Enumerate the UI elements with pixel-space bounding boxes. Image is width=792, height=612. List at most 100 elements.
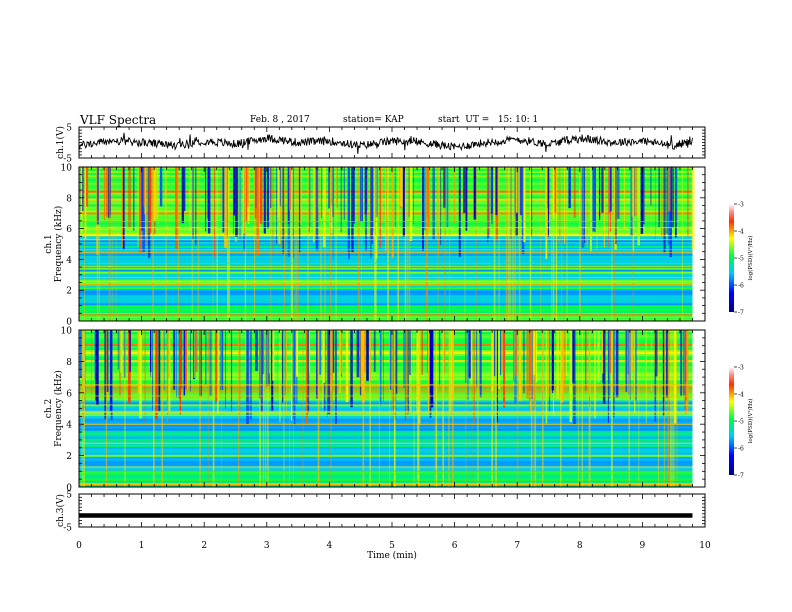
colorbar-tick-label: -3	[738, 365, 744, 372]
ch2-spectrogram-streak	[305, 330, 308, 424]
ch1-spectrogram-streak	[324, 167, 326, 321]
ch2-spectrogram-line	[79, 384, 693, 386]
ch1-spectrogram-streak	[670, 167, 672, 220]
ch2-spectrogram-streak	[249, 330, 252, 420]
ch2-spectrogram-streak	[262, 330, 265, 375]
ch1-spectrogram-streak	[332, 167, 334, 217]
ch1-spectrogram-band	[79, 319, 693, 322]
ch1-spectrogram-streak	[142, 167, 145, 252]
ch1-spectrogram-streak	[385, 167, 387, 253]
ch1-spectrogram-streak	[279, 167, 281, 207]
ch1-spectrogram-streak	[596, 167, 598, 249]
ch1-spectrogram-streak	[375, 167, 377, 321]
ch2-spectrogram-band	[79, 448, 693, 452]
ch2-spectrogram-band	[79, 364, 693, 367]
ch2-spectrogram-streak	[650, 330, 652, 392]
ch1-spectrogram-band	[79, 259, 693, 263]
ch1-spectrogram-streak	[84, 167, 87, 239]
ch2-spectrogram-streak	[560, 330, 564, 403]
y-tick-label: 2	[66, 452, 72, 462]
ch2-spectrogram-streak	[516, 330, 519, 487]
ch1-spectrogram-streak	[423, 167, 426, 231]
ch2-spectrogram-streak	[608, 330, 611, 399]
ch1-spectrogram-streak	[387, 167, 389, 321]
ch2-spectrogram-streak	[150, 330, 151, 377]
y-tick-label: 10	[61, 164, 73, 174]
x-tick-label: 8	[577, 541, 583, 551]
ch2-spectrogram-band	[79, 408, 693, 411]
ch2-spectrogram-band	[79, 438, 693, 441]
ch2-spectrogram-streak	[84, 330, 86, 409]
ch1-spectrogram-line	[79, 227, 693, 229]
ch1-spectrogram-streak	[189, 167, 191, 231]
ch1-spectrogram-streak	[254, 167, 255, 321]
ch1-spectrogram-band	[79, 305, 693, 308]
ch2-spectrogram-streak	[369, 330, 372, 384]
ch2-spectrogram-streak	[360, 330, 363, 387]
ch2-spectrogram-streak	[470, 330, 473, 385]
ch1-spectrogram-streak	[197, 167, 200, 321]
ch1-spectrogram-streak	[80, 167, 83, 233]
x-axis-label: Time (min)	[367, 550, 417, 561]
ch2-spectrogram-streak	[163, 330, 165, 390]
ch2-spectrogram-streak	[228, 330, 230, 397]
ch1-spectrogram-streak	[152, 167, 154, 321]
ch1-spectrogram-streak	[592, 167, 595, 232]
ch2-spectrogram-streak	[560, 330, 562, 487]
ch1-spectrogram-streak	[270, 167, 272, 321]
ch1-spectrogram-streak	[425, 167, 427, 321]
ch2-spectrogram-streak	[594, 330, 596, 419]
ch1-spectrogram-streak	[658, 167, 660, 228]
ch2-spectrogram-streak	[161, 330, 164, 487]
ch1-spectrogram-streak	[152, 167, 156, 221]
ch2-spectrogram-band	[79, 368, 693, 371]
x-tick-label: 7	[514, 541, 520, 551]
ch2-spectrogram-streak	[448, 330, 450, 487]
y-tick-label: 4	[66, 421, 72, 431]
ch2-spectrogram-streak	[207, 330, 209, 372]
ch2-spectrogram-streak	[394, 330, 398, 394]
ch2-spectrogram-streak	[345, 330, 349, 403]
ch2-spectrogram-streak	[439, 330, 441, 386]
ch2-spectrogram-streak	[624, 330, 626, 397]
ch2-spectrogram-streak	[529, 330, 531, 391]
ch1-spectrogram-streak	[529, 167, 532, 321]
colorbar-tick-label: -7	[738, 310, 744, 317]
ch1-spectrogram-band	[79, 317, 693, 320]
ch1-spectrogram-streak	[655, 167, 657, 239]
ch2-spectrogram-streak	[190, 330, 191, 392]
ch2-spectrogram-band	[79, 424, 693, 427]
ch2-spectrogram-streak	[404, 330, 406, 421]
ch2-spectrogram-streak	[535, 330, 538, 383]
ch1-spectrogram-streak	[222, 167, 225, 233]
ch1-spectrogram-streak	[137, 167, 139, 247]
ch1-spectrogram-streak	[144, 167, 146, 215]
ch1-spectrogram-streak	[540, 167, 542, 321]
ch1-spectrogram-streak	[581, 167, 585, 248]
ch2-spectrogram-streak	[498, 330, 501, 389]
ch1-spectrogram-streak	[159, 167, 163, 207]
ch2-spectrogram-streak	[168, 330, 171, 411]
ch2-spectrogram-band	[79, 420, 693, 423]
ch1-spectrogram-streak	[491, 167, 493, 224]
header-start-time: start UT = 15: 10: 1	[438, 115, 539, 125]
ch1-spectrogram-streak	[242, 167, 245, 234]
ch1-spectrogram-streak	[195, 167, 197, 246]
ch2-spectrogram-band	[79, 366, 693, 369]
ch2-spectrogram-band	[79, 416, 693, 419]
ch2-spectrogram-band	[79, 388, 693, 391]
ch1-spectrogram-streak	[397, 167, 399, 321]
ch2-spectrogram-streak	[292, 330, 295, 420]
ch2-spectrogram-streak	[316, 330, 318, 399]
ch2-spectrogram-streak	[378, 330, 380, 487]
ch2-spectrogram-band	[79, 400, 693, 403]
ch1-spectrogram-line	[79, 265, 693, 267]
y-tick-label: -5	[63, 524, 72, 534]
y-tick-label: 6	[66, 225, 72, 235]
ch2-spectrogram-streak	[124, 330, 126, 487]
ch1-spectrogram-streak	[296, 167, 298, 321]
ch2-spectrogram-streak	[339, 330, 343, 374]
ch1-spectrogram-streak	[446, 167, 449, 228]
ch2-spectrogram-streak	[406, 330, 408, 419]
ch1-spectrogram-streak	[510, 167, 512, 239]
